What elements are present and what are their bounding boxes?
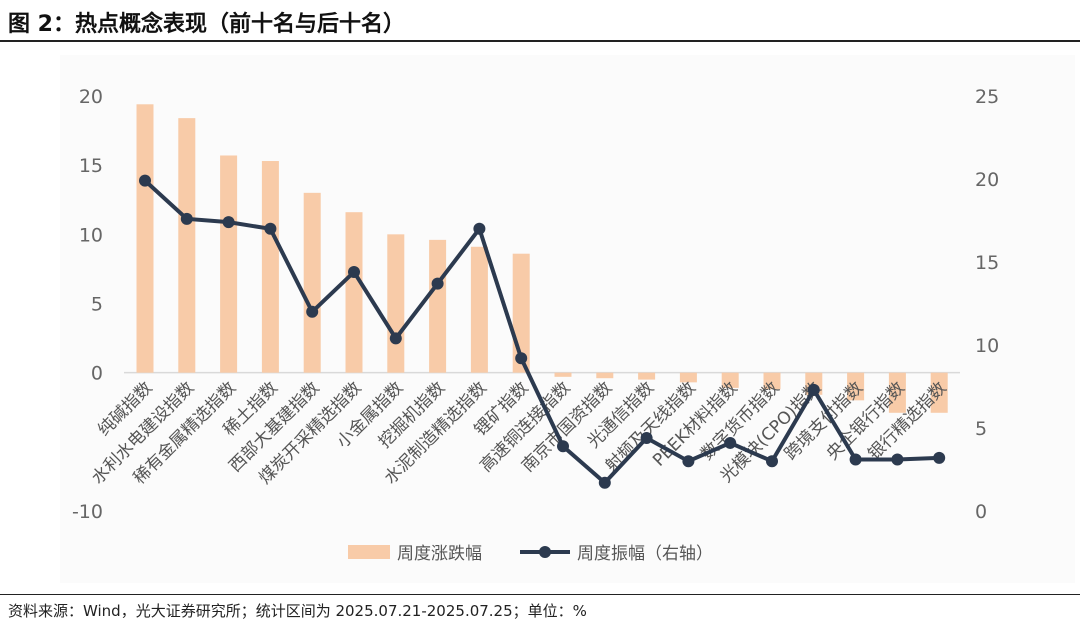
bar (679, 372, 697, 383)
bar (345, 212, 363, 373)
line-point (682, 455, 695, 468)
bar (847, 372, 865, 401)
bar (763, 372, 781, 390)
line-point (849, 453, 862, 466)
left-tick-label: 20 (79, 86, 103, 108)
bar (220, 155, 238, 373)
line-point (473, 222, 486, 235)
source-rule (0, 594, 1080, 595)
title-rule (0, 40, 1080, 42)
line-point (348, 265, 360, 278)
right-tick-label: 5 (975, 418, 987, 440)
line-point (222, 216, 235, 229)
line-point (891, 453, 904, 466)
left-tick-label: 15 (79, 155, 103, 177)
line-point (724, 436, 737, 449)
line-point (139, 174, 151, 187)
right-tick-label: 15 (975, 252, 999, 274)
line-series (143, 179, 940, 486)
line-point (389, 332, 402, 345)
line-point (264, 222, 277, 235)
line-point (933, 451, 946, 464)
bar (596, 372, 614, 379)
legend-bar-label: 周度涨跌幅 (397, 544, 482, 564)
bar (638, 372, 656, 380)
right-tick-label: 20 (975, 169, 999, 191)
bar (303, 192, 321, 373)
line-point (557, 440, 569, 453)
line-point (431, 277, 444, 290)
bar (888, 372, 906, 413)
bar (261, 161, 279, 373)
left-tick-label: -10 (72, 501, 103, 523)
bar (387, 234, 405, 373)
line-point (180, 212, 193, 225)
line-point (807, 383, 820, 396)
line-point (640, 431, 653, 444)
right-tick-label: 10 (975, 335, 999, 357)
chart-title: 图 2：热点概念表现（前十名与后十名） (8, 12, 405, 37)
bar (721, 372, 739, 388)
bar (470, 246, 488, 373)
legend-line-label: 周度振幅（右轴） (577, 544, 713, 564)
bar (930, 372, 948, 413)
line-point (515, 352, 528, 365)
bar (136, 104, 154, 373)
line-point (598, 476, 611, 489)
line-point (766, 455, 778, 468)
source-note: 资料来源：Wind，光大证券研究所；统计区间为 2025.07.21-2025.… (8, 602, 587, 620)
legend-bar-swatch (348, 545, 390, 559)
bar (429, 239, 447, 373)
left-tick-label: 5 (91, 294, 103, 316)
bar (178, 118, 196, 373)
right-tick-label: 25 (975, 86, 999, 108)
left-tick-label: 10 (79, 224, 103, 246)
legend-line-marker (539, 546, 551, 558)
line-point (306, 305, 319, 318)
bar (554, 372, 572, 377)
right-tick-label: 0 (975, 501, 987, 523)
left-tick-label: 0 (91, 363, 103, 385)
